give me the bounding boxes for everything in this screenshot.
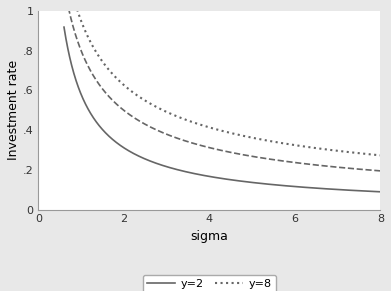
y=2 bbox=[279, 184, 284, 187]
y=2 bbox=[308, 186, 313, 189]
y=8 bbox=[378, 154, 383, 157]
y=8 bbox=[279, 141, 284, 145]
y=2 bbox=[190, 171, 194, 175]
X-axis label: sigma: sigma bbox=[190, 230, 228, 243]
y=4 bbox=[279, 159, 284, 162]
Line: y=8: y=8 bbox=[64, 0, 380, 155]
y=2 bbox=[378, 190, 383, 194]
y=8 bbox=[308, 146, 313, 149]
y=8 bbox=[190, 120, 194, 124]
y=4 bbox=[308, 163, 313, 166]
y=4 bbox=[314, 163, 319, 167]
y=4 bbox=[190, 141, 194, 145]
y=8 bbox=[314, 146, 319, 150]
y=4 bbox=[201, 144, 206, 148]
Line: y=2: y=2 bbox=[64, 27, 380, 192]
y=2 bbox=[314, 187, 319, 190]
y=2 bbox=[62, 25, 66, 29]
y=2 bbox=[94, 120, 99, 124]
y=8 bbox=[201, 124, 206, 127]
y=4 bbox=[94, 79, 99, 82]
y=4 bbox=[378, 169, 383, 173]
y=8 bbox=[94, 51, 99, 54]
Legend: y=2, y=4, y=8: y=2, y=4, y=8 bbox=[143, 275, 276, 291]
y=2 bbox=[201, 174, 206, 177]
Y-axis label: Investment rate: Investment rate bbox=[7, 60, 20, 160]
Line: y=4: y=4 bbox=[64, 0, 380, 171]
